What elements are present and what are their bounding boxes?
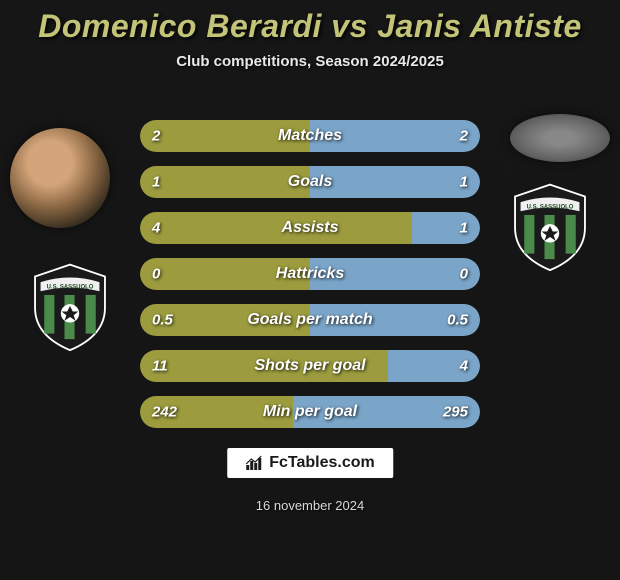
club-badge-right: U.S. SASSUOLO	[504, 180, 596, 272]
club-badge-left: U.S. SASSUOLO	[24, 260, 116, 352]
stat-label: Goals per match	[247, 311, 372, 329]
chart-icon	[245, 455, 263, 471]
site-badge: FcTables.com	[227, 448, 393, 478]
stats-container: 22Matches11Goals41Assists00Hattricks0.50…	[140, 120, 480, 442]
stat-label: Assists	[282, 219, 339, 237]
stat-value-right: 2	[460, 128, 468, 145]
footer-date: 16 november 2024	[256, 498, 364, 513]
player-photo-left	[10, 128, 110, 228]
stat-value-right: 0	[460, 266, 468, 283]
stat-row: 2 2 Matches	[140, 120, 480, 152]
site-name: FcTables.com	[269, 454, 375, 472]
stat-value-left: 1	[152, 174, 160, 191]
stat-label: Min per goal	[263, 403, 357, 421]
stat-value-right: 295	[443, 404, 468, 421]
stat-row: 0.5 0.5 Goals per match	[140, 304, 480, 336]
stat-bar-left	[140, 212, 412, 244]
stat-value-right: 1	[460, 220, 468, 237]
stat-value-left: 0	[152, 266, 160, 283]
stat-row: 11 4 Shots per goal	[140, 350, 480, 382]
stat-bar-left	[140, 166, 310, 198]
stat-row: 242 295 Min per goal	[140, 396, 480, 428]
stat-value-left: 11	[152, 358, 168, 375]
stat-row: 4 1 Assists	[140, 212, 480, 244]
stat-bar-right	[412, 212, 480, 244]
stat-bar-right	[310, 166, 480, 198]
player-photo-right	[510, 114, 610, 162]
stat-value-left: 4	[152, 220, 160, 237]
stat-label: Hattricks	[276, 265, 344, 283]
stat-value-left: 2	[152, 128, 160, 145]
stat-label: Goals	[288, 173, 332, 191]
stat-value-right: 0.5	[447, 312, 468, 329]
stat-label: Shots per goal	[254, 357, 365, 375]
svg-text:U.S. SASSUOLO: U.S. SASSUOLO	[527, 205, 574, 211]
comparison-title: Domenico Berardi vs Janis Antiste	[0, 8, 620, 45]
stat-value-right: 1	[460, 174, 468, 191]
stat-row: 1 1 Goals	[140, 166, 480, 198]
stat-value-left: 0.5	[152, 312, 173, 329]
stat-row: 0 0 Hattricks	[140, 258, 480, 290]
stat-value-right: 4	[460, 358, 468, 375]
svg-text:U.S. SASSUOLO: U.S. SASSUOLO	[47, 285, 94, 291]
stat-label: Matches	[278, 127, 342, 145]
stat-value-left: 242	[152, 404, 177, 421]
comparison-subtitle: Club competitions, Season 2024/2025	[0, 53, 620, 70]
